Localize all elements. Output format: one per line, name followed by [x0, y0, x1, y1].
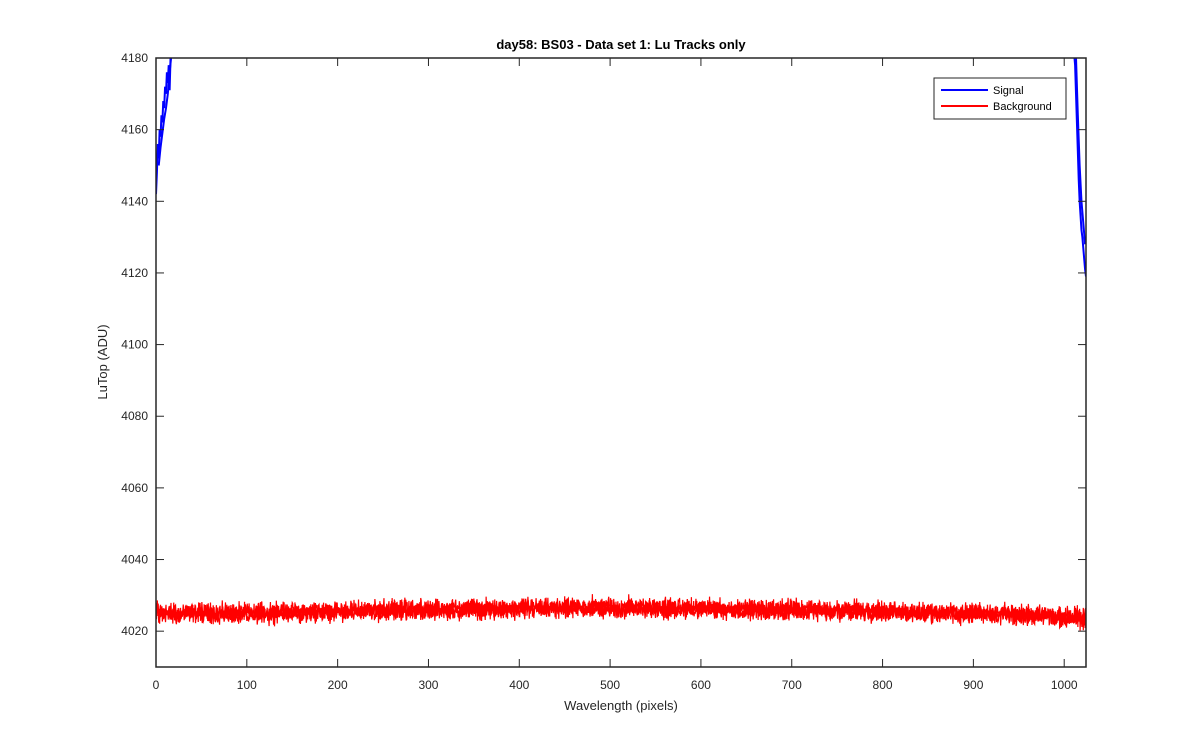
series-line-signal — [1075, 58, 1086, 245]
x-tick-label: 100 — [237, 678, 257, 692]
legend: Signal Background — [933, 77, 1067, 120]
y-tick-label: 4060 — [121, 481, 148, 495]
y-tick-label: 4020 — [121, 624, 148, 638]
y-tick-label: 4040 — [121, 553, 148, 567]
axis-tick-labels: 0 100 200 300 400 500 600 700 800 900 1000 4020 4040… — [121, 51, 1078, 692]
legend-box — [933, 77, 1067, 120]
series-layer — [156, 58, 1086, 631]
series-line-signal — [157, 58, 173, 166]
x-tick-label: 700 — [782, 678, 802, 692]
y-tick-label: 4100 — [121, 338, 148, 352]
x-tick-label: 1000 — [1051, 678, 1078, 692]
plot-area — [156, 58, 1086, 667]
y-tick-label: 4140 — [121, 194, 148, 208]
x-tick-label: 400 — [509, 678, 529, 692]
y-tick-label: 4120 — [121, 266, 148, 280]
x-tick-label: 800 — [873, 678, 893, 692]
x-tick-label: 200 — [328, 678, 348, 692]
y-tick-label: 4180 — [121, 51, 148, 65]
legend-entry-background: Background — [993, 101, 1052, 113]
y-axis-label: LuTop (ADU) — [95, 324, 110, 399]
chart-title: day58: BS03 - Data set 1: Lu Tracks only — [496, 37, 746, 52]
x-tick-label: 500 — [600, 678, 620, 692]
y-tick-label: 4160 — [121, 123, 148, 137]
x-tick-label: 600 — [691, 678, 711, 692]
x-tick-label: 300 — [418, 678, 438, 692]
x-tick-label: 900 — [963, 678, 983, 692]
plot-frame — [155, 57, 1087, 668]
legend-entry-signal: Signal — [993, 85, 1024, 97]
series-line-signal — [1073, 58, 1086, 277]
x-axis-label: Wavelength (pixels) — [564, 698, 678, 713]
x-tick-label: 0 — [153, 678, 160, 692]
y-tick-label: 4080 — [121, 409, 148, 423]
series-line-background — [156, 594, 1086, 631]
